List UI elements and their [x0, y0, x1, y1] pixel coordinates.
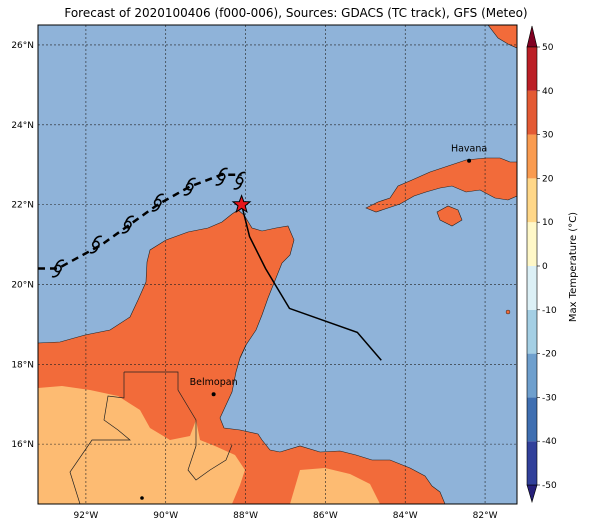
lon-tick-label: 92°W [73, 511, 98, 521]
colorbar-tick-label: -10 [542, 306, 557, 316]
lon-tick-label: 90°W [153, 511, 178, 521]
colorbar-tick-label: -50 [542, 481, 557, 491]
storm-symbols [51, 167, 246, 278]
lon-tick-label: 84°W [393, 511, 418, 521]
colorbar-segment [527, 441, 537, 485]
colorbar-tick-label: -20 [542, 350, 557, 360]
tropical-storm-icon [51, 259, 65, 278]
tropical-storm-icon [215, 167, 228, 186]
colorbar-segment [527, 266, 537, 310]
colorbar-label: Max Temperature (°C) [568, 212, 579, 322]
cities: Havana Belmopan [140, 144, 487, 500]
colorbar-tick-label: 10 [542, 218, 554, 228]
land-cayman [505, 309, 511, 315]
current-position-star [231, 194, 252, 214]
tropical-storm-icon [89, 235, 103, 254]
lat-tick-label: 20°N [11, 280, 34, 290]
colorbar-segment [527, 134, 537, 179]
colorbar-segment [527, 397, 537, 442]
tropical-storm-icon [121, 215, 135, 234]
colorbar: -50 -40 -30 -20 -10 0 10 20 30 40 50 [526, 25, 557, 504]
colorbar-segment [527, 353, 537, 398]
lat-tick-label: 16°N [11, 440, 34, 450]
axis-ticks: 92°W 90°W 88°W 86°W 84°W 82°W 16°N 18°N 20°N 22°N… [11, 41, 497, 521]
lon-tick-label: 88°W [233, 511, 258, 521]
lat-tick-label: 24°N [11, 121, 34, 131]
city-label: Havana [451, 144, 487, 155]
colorbar-segment [527, 222, 537, 266]
colorbar-extend-min [526, 484, 538, 504]
lon-tick-label: 86°W [313, 511, 338, 521]
colorbar-tick-label: 20 [542, 174, 554, 184]
border-lines [69, 344, 247, 504]
colorbar-tick-label: -30 [542, 393, 557, 403]
colorbar-tick-label: 40 [542, 87, 554, 97]
land-warm-region [38, 386, 245, 504]
past-track [38, 173, 242, 270]
map-frame [37, 24, 518, 505]
city-label: Belmopan [190, 377, 238, 388]
tropical-storm-icon [183, 177, 196, 196]
lon-tick-label: 82°W [473, 511, 498, 521]
land-cuba [365, 157, 517, 213]
city-marker [140, 496, 144, 500]
tropical-storm-icon [233, 171, 246, 190]
colorbar-segment [527, 178, 537, 223]
colorbar-tick-label: 0 [542, 262, 548, 272]
land-florida [487, 25, 517, 49]
colorbar-tick-label: -40 [542, 437, 557, 447]
land-warm-region-2 [290, 468, 380, 504]
colorbar-extend-max [526, 25, 538, 48]
lat-tick-label: 26°N [11, 41, 34, 51]
land-isla-juventud [436, 205, 463, 227]
colorbar-tick-label: 50 [542, 43, 554, 53]
lat-tick-label: 18°N [11, 360, 34, 370]
colorbar-segment [527, 309, 537, 354]
map-title: Forecast of 2020100406 (f000-006), Sourc… [64, 6, 528, 20]
colorbar-tick-label: 30 [542, 131, 554, 141]
forecast-track [240, 204, 382, 361]
city-marker [211, 392, 216, 397]
lat-tick-label: 22°N [11, 201, 34, 211]
tropical-storm-icon [151, 193, 165, 212]
city-marker [467, 158, 472, 163]
colorbar-segment [527, 90, 537, 135]
colorbar-segment [527, 47, 537, 91]
